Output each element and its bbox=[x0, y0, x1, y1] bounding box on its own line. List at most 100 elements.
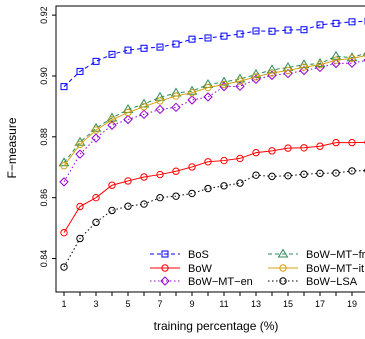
y-tick-label: 0.86 bbox=[39, 189, 49, 207]
legend-label: BoW−LSA bbox=[306, 276, 358, 288]
y-axis-title: F−measure bbox=[5, 117, 19, 178]
data-point bbox=[140, 44, 148, 52]
data-point bbox=[284, 66, 292, 75]
x-tick-label: 19 bbox=[347, 299, 357, 309]
data-point bbox=[220, 80, 228, 89]
data-point bbox=[76, 140, 84, 149]
series-group bbox=[58, 50, 365, 167]
data-point bbox=[124, 177, 132, 185]
data-point bbox=[140, 173, 148, 181]
data-point bbox=[252, 148, 260, 157]
series-line bbox=[63, 60, 365, 183]
data-point bbox=[76, 67, 84, 75]
data-point bbox=[92, 193, 100, 202]
data-point bbox=[268, 69, 276, 77]
data-point bbox=[172, 192, 180, 200]
data-point bbox=[124, 46, 132, 54]
legend-label: BoW−MT−fr bbox=[306, 249, 365, 261]
data-point bbox=[204, 184, 212, 193]
data-point bbox=[139, 109, 149, 120]
data-point bbox=[156, 97, 164, 105]
legend-label: BoS bbox=[188, 249, 209, 261]
data-point bbox=[348, 167, 356, 175]
data-point bbox=[108, 50, 116, 58]
data-point bbox=[75, 149, 85, 159]
data-point bbox=[236, 179, 244, 187]
data-point bbox=[154, 91, 166, 101]
data-point bbox=[60, 162, 68, 170]
data-point bbox=[188, 89, 196, 97]
data-point bbox=[235, 81, 245, 92]
legend-label: BoW−MT−it bbox=[306, 263, 364, 275]
data-point bbox=[124, 202, 132, 210]
legend-marker bbox=[161, 250, 169, 258]
x-tick-label: 3 bbox=[93, 299, 98, 309]
y-tick-label: 0.88 bbox=[39, 128, 49, 146]
data-point bbox=[92, 57, 100, 65]
y-tick-label: 0.92 bbox=[39, 6, 49, 24]
data-point bbox=[204, 34, 212, 42]
data-point bbox=[284, 172, 292, 180]
x-tick-label: 13 bbox=[251, 299, 261, 309]
series-group bbox=[60, 53, 365, 170]
data-point bbox=[220, 32, 228, 40]
data-point bbox=[188, 35, 196, 43]
data-point bbox=[155, 104, 165, 115]
legend-item: BoW−MT−fr bbox=[268, 248, 365, 261]
data-point bbox=[187, 95, 197, 105]
data-point bbox=[220, 156, 228, 165]
data-point bbox=[156, 170, 164, 179]
data-point bbox=[300, 170, 308, 178]
x-tick-label: 7 bbox=[157, 299, 162, 309]
data-point bbox=[252, 27, 260, 35]
data-point bbox=[172, 40, 180, 48]
y-tick-label: 0.90 bbox=[39, 67, 49, 85]
data-point bbox=[316, 169, 324, 178]
series-group bbox=[60, 17, 365, 91]
legend-marker bbox=[279, 264, 287, 272]
data-point bbox=[330, 50, 342, 60]
data-point bbox=[108, 181, 116, 189]
data-point bbox=[347, 58, 357, 68]
data-point bbox=[316, 21, 324, 29]
data-point bbox=[172, 167, 180, 175]
data-point bbox=[60, 263, 68, 271]
data-point bbox=[76, 234, 84, 243]
x-tick-label: 9 bbox=[189, 299, 194, 309]
data-point bbox=[60, 228, 68, 237]
data-point bbox=[156, 193, 164, 202]
x-tick-label: 15 bbox=[283, 299, 293, 309]
data-point bbox=[203, 92, 213, 102]
data-point bbox=[108, 116, 116, 124]
data-point bbox=[92, 218, 100, 227]
data-point bbox=[156, 43, 164, 51]
data-point bbox=[76, 202, 84, 211]
x-tick-label: 5 bbox=[125, 299, 130, 309]
data-point bbox=[91, 133, 101, 143]
data-point bbox=[107, 120, 117, 130]
data-point bbox=[332, 169, 340, 177]
legend-item: BoW−MT−en bbox=[150, 276, 253, 288]
legend-item: BoS bbox=[150, 249, 209, 261]
legend-marker bbox=[161, 264, 169, 272]
data-point bbox=[236, 30, 244, 38]
data-point bbox=[348, 54, 356, 63]
data-point bbox=[298, 59, 310, 69]
data-point bbox=[252, 171, 260, 179]
data-point bbox=[252, 73, 260, 81]
data-point bbox=[332, 138, 340, 147]
data-point bbox=[268, 172, 276, 181]
data-point bbox=[188, 189, 196, 198]
legend-marker bbox=[160, 276, 170, 286]
data-point bbox=[60, 83, 68, 91]
data-point bbox=[204, 83, 212, 92]
data-point bbox=[218, 76, 230, 86]
data-point bbox=[348, 18, 356, 26]
data-point bbox=[92, 126, 100, 134]
legend-item: BoW−MT−it bbox=[268, 263, 364, 275]
data-point bbox=[108, 206, 116, 215]
x-tick-label: 17 bbox=[315, 299, 325, 309]
series-group bbox=[60, 138, 365, 237]
data-point bbox=[332, 56, 340, 64]
